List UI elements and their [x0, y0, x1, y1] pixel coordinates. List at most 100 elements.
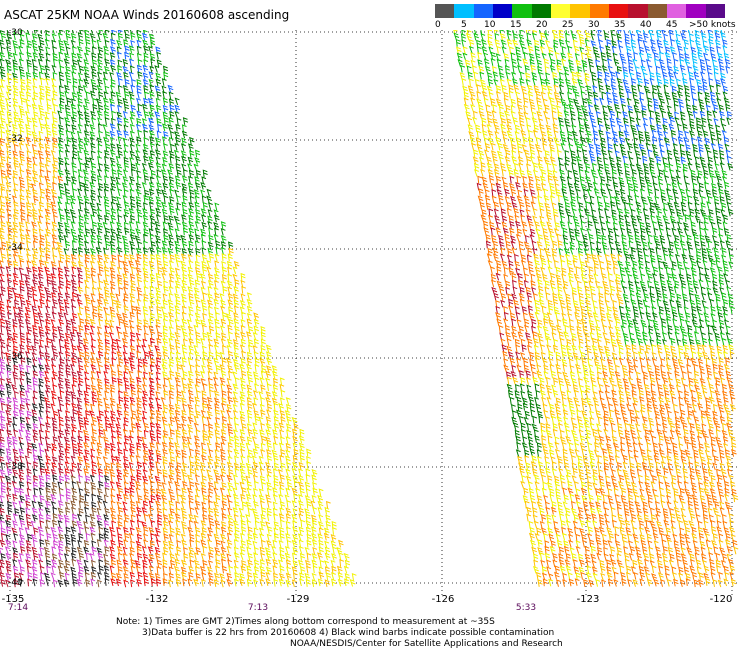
wind-barb	[24, 312, 31, 321]
wind-barb	[524, 234, 530, 243]
wind-barb	[593, 266, 599, 274]
wind-barb	[116, 417, 122, 425]
wind-barb	[624, 137, 630, 146]
wind-barb	[487, 78, 494, 87]
wind-barb	[559, 299, 565, 308]
wind-barb	[654, 240, 661, 249]
wind-barb	[195, 267, 201, 275]
wind-barb	[520, 85, 527, 94]
wind-barb	[141, 436, 147, 445]
wind-barb	[4, 319, 11, 328]
wind-barb	[703, 306, 709, 314]
wind-barb	[699, 71, 705, 80]
wind-barb	[71, 46, 77, 54]
wind-barb	[481, 209, 487, 217]
wind-barb	[515, 435, 521, 444]
wind-barb	[169, 188, 175, 197]
wind-barb	[194, 176, 200, 184]
wind-barb	[110, 182, 116, 191]
wind-barb	[716, 397, 722, 406]
wind-barb	[506, 376, 512, 385]
wind-barb	[1, 241, 7, 250]
wind-barb	[84, 332, 89, 340]
wind-barb	[608, 377, 615, 385]
wind-barb	[715, 298, 721, 307]
wind-barb	[536, 449, 542, 457]
wind-barb	[612, 98, 619, 107]
wind-barb	[609, 331, 616, 340]
wind-barb	[51, 77, 57, 86]
wind-barb	[13, 182, 19, 191]
wind-barb	[0, 162, 5, 170]
wind-barb	[202, 435, 208, 444]
wind-barb	[207, 371, 213, 379]
wind-barb	[142, 253, 148, 262]
wind-barb	[643, 293, 649, 301]
wind-barb	[187, 254, 193, 262]
wind-barb	[585, 344, 592, 353]
wind-barb	[501, 176, 507, 185]
wind-barb	[83, 182, 89, 191]
wind-barb	[147, 97, 154, 106]
wind-barb	[110, 273, 116, 281]
wind-barb	[699, 58, 705, 67]
wind-barb	[110, 176, 116, 184]
wind-barb	[650, 396, 657, 405]
wind-barb	[617, 260, 624, 269]
wind-barb	[149, 318, 155, 327]
wind-barb	[195, 338, 201, 346]
wind-barb	[716, 45, 721, 54]
wind-barb	[619, 143, 626, 152]
wind-barb	[90, 189, 96, 198]
wind-barb	[575, 143, 582, 151]
wind-barb	[19, 279, 25, 288]
wind-barb	[491, 110, 497, 119]
wind-barb	[578, 129, 584, 138]
wind-barb	[696, 78, 702, 87]
wind-barb	[586, 253, 592, 261]
wind-barb	[679, 111, 686, 120]
wind-barb	[648, 30, 654, 34]
wind-barb	[123, 214, 129, 223]
wind-barb	[620, 280, 626, 288]
wind-barb	[533, 344, 539, 353]
wind-barb	[723, 52, 730, 61]
wind-barb	[693, 384, 700, 393]
wind-barb	[540, 351, 546, 360]
scale-label-0: 0	[435, 20, 441, 30]
wind-barb	[526, 384, 532, 393]
wind-barb	[598, 163, 604, 172]
wind-barb	[537, 325, 542, 334]
wind-barb	[188, 234, 195, 242]
wind-barb	[556, 59, 562, 68]
wind-barb	[507, 293, 512, 302]
wind-barb	[155, 162, 162, 171]
wind-barb	[39, 449, 45, 457]
wind-barb	[142, 377, 148, 385]
wind-barb	[44, 352, 51, 360]
wind-barb	[19, 188, 25, 197]
wind-barb	[45, 52, 51, 61]
wind-barb	[646, 454, 653, 463]
wind-barb	[668, 253, 674, 262]
wind-barb	[568, 143, 574, 152]
wind-barb	[705, 364, 712, 373]
wind-barb	[20, 357, 26, 365]
wind-barb	[226, 344, 232, 353]
wind-barb	[689, 123, 696, 132]
wind-barb	[143, 228, 149, 237]
wind-barb	[600, 149, 607, 158]
wind-barb	[65, 30, 71, 35]
wind-barb	[20, 462, 26, 470]
wind-barb	[565, 39, 570, 48]
wind-barb	[6, 253, 12, 262]
wind-barb	[691, 442, 697, 451]
wind-barb	[593, 351, 599, 360]
wind-barb	[594, 221, 599, 229]
wind-barb	[83, 149, 90, 158]
wind-barb	[0, 442, 5, 450]
wind-barb	[662, 117, 668, 126]
wind-barb	[19, 350, 25, 359]
wind-barb	[708, 344, 715, 353]
wind-barb	[475, 137, 482, 145]
